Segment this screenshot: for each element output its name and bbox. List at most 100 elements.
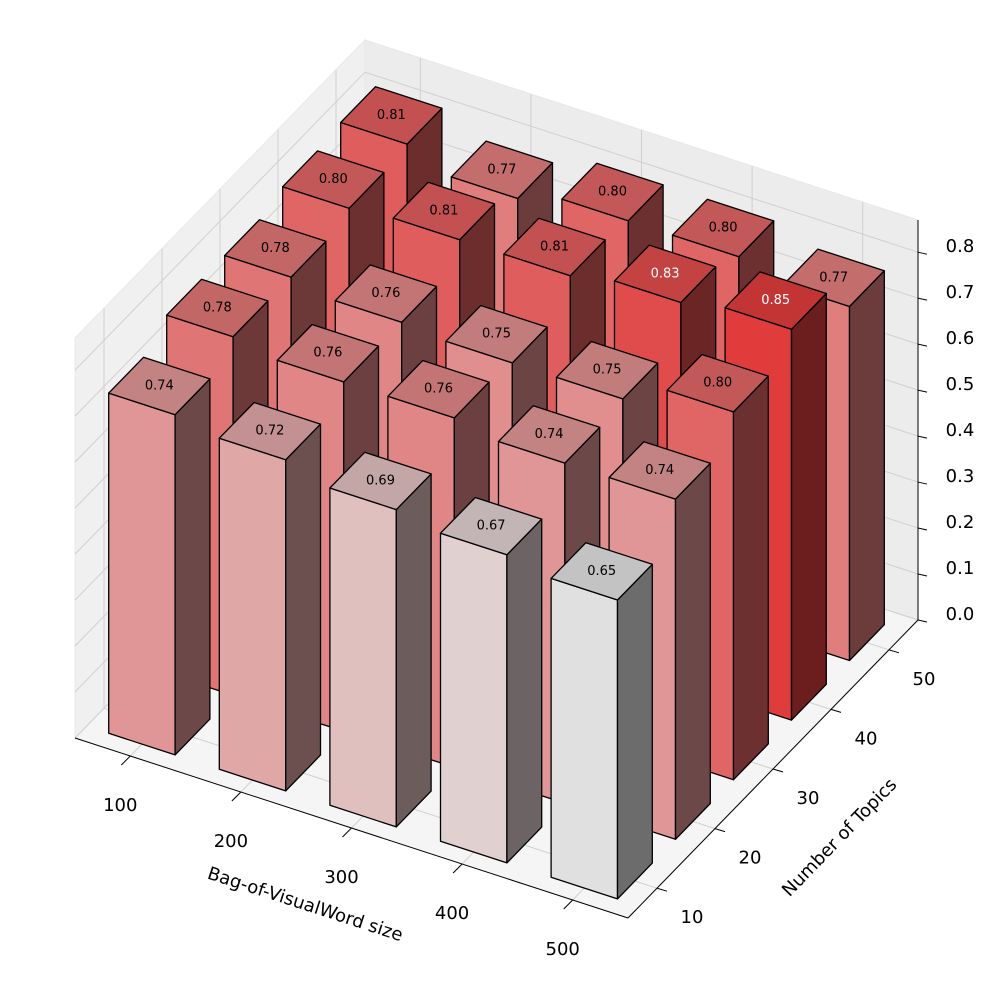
bar: 0.72 (218, 401, 322, 792)
z-tick-label: 0.5 (946, 374, 975, 395)
x-axis-line (74, 737, 629, 919)
z-tick-label: 0.8 (946, 236, 975, 257)
z-tick (917, 573, 928, 577)
bar-top (550, 542, 653, 601)
y-tick-label: 40 (855, 728, 878, 749)
bar-front (108, 392, 176, 756)
y-tick (888, 649, 900, 654)
value-label: 0.80 (319, 172, 348, 187)
z-tick (917, 435, 928, 439)
bar-top (329, 451, 432, 511)
z-tick-label: 0.2 (946, 512, 975, 533)
bar-side (506, 518, 543, 864)
y-tick (830, 708, 842, 713)
bar-top (387, 359, 490, 419)
x-tick-label: 100 (103, 795, 137, 816)
x-axis-label: Bag-of-VisualWord size (205, 863, 406, 946)
x-tick (452, 863, 463, 874)
bar-top (555, 340, 659, 400)
bar-side (616, 563, 653, 900)
value-label: 0.81 (540, 239, 569, 254)
value-label: 0.75 (482, 327, 511, 342)
value-label: 0.76 (424, 382, 453, 397)
z-tick (917, 481, 928, 485)
value-label: 0.81 (377, 108, 406, 123)
bar-side (790, 292, 827, 721)
bar-top (340, 86, 443, 145)
bar-top (108, 356, 211, 416)
bar-top (439, 496, 543, 556)
bar-top (334, 264, 438, 323)
bar-top (608, 441, 711, 500)
value-label: 0.83 (651, 266, 680, 281)
value-label: 0.76 (313, 346, 342, 361)
bar-top (166, 278, 269, 338)
z-tick-label: 0.7 (946, 282, 975, 303)
bar-front (550, 577, 619, 900)
value-label: 0.69 (366, 473, 395, 488)
z-tick-label: 0.1 (946, 558, 975, 579)
bar-top (497, 405, 601, 464)
value-label: 0.75 (593, 363, 622, 378)
y-tick-label: 50 (913, 669, 936, 690)
y-axis-line (627, 619, 919, 919)
value-label: 0.72 (255, 424, 284, 439)
bars: 0.81 0.77 0.80 0.80 0.81 0.78 0.80 0.81 0.76 0.78… (108, 86, 885, 900)
bar-top (450, 140, 554, 200)
z-tick-label: 0.0 (946, 604, 975, 625)
y-tick (714, 828, 726, 833)
y-tick (772, 768, 784, 773)
x-tick-label: 200 (214, 831, 248, 852)
x-tick-label: 500 (546, 939, 580, 960)
bar-top (503, 217, 606, 277)
value-label: 0.80 (709, 220, 738, 235)
x-tick (231, 791, 242, 802)
value-label: 0.65 (587, 564, 616, 579)
value-label: 0.85 (761, 293, 790, 308)
bar-top (671, 198, 775, 258)
value-label: 0.81 (429, 203, 458, 218)
x-tick (342, 827, 352, 838)
x-tick (563, 899, 574, 910)
bar-side (285, 423, 322, 792)
y-tick (656, 887, 668, 892)
value-label: 0.80 (703, 376, 732, 391)
axes: 100 200 300 400 500 10 20 30 40 50 0.0 0.1 0.2 0.3 0.4… (74, 220, 975, 960)
z-tick (917, 251, 928, 255)
value-label: 0.80 (598, 184, 627, 199)
bar: 0.69 (329, 451, 432, 828)
value-label: 0.67 (477, 519, 506, 534)
value-label: 0.74 (645, 463, 674, 478)
bar-top (276, 323, 380, 383)
bar-side (174, 378, 211, 756)
z-tick-label: 0.4 (946, 420, 975, 441)
z-tick (917, 297, 928, 301)
bar-top (218, 401, 322, 461)
x-tick-label: 300 (324, 867, 358, 888)
y-tick-label: 20 (739, 848, 762, 869)
bar: 0.65 (550, 542, 653, 900)
bar: 0.67 (439, 496, 543, 864)
value-label: 0.76 (371, 286, 400, 301)
bar-top (613, 244, 717, 304)
bar-top (561, 162, 664, 222)
bar-top (724, 271, 827, 330)
z-tick (917, 389, 928, 393)
x-tick (120, 755, 131, 766)
bar-front (439, 532, 508, 864)
grid-line (74, 71, 366, 371)
bar: 0.74 (108, 356, 211, 756)
bar-side (732, 375, 769, 781)
z-tick-label: 0.6 (946, 328, 975, 349)
bar-top (224, 219, 327, 278)
value-label: 0.78 (261, 241, 290, 256)
y-tick-label: 10 (681, 907, 704, 928)
bar-side (674, 462, 711, 840)
bar-front (329, 487, 397, 828)
value-label: 0.74 (145, 378, 174, 393)
bar-top (282, 150, 385, 209)
z-tick-label: 0.3 (946, 466, 975, 487)
value-label: 0.74 (535, 427, 564, 442)
